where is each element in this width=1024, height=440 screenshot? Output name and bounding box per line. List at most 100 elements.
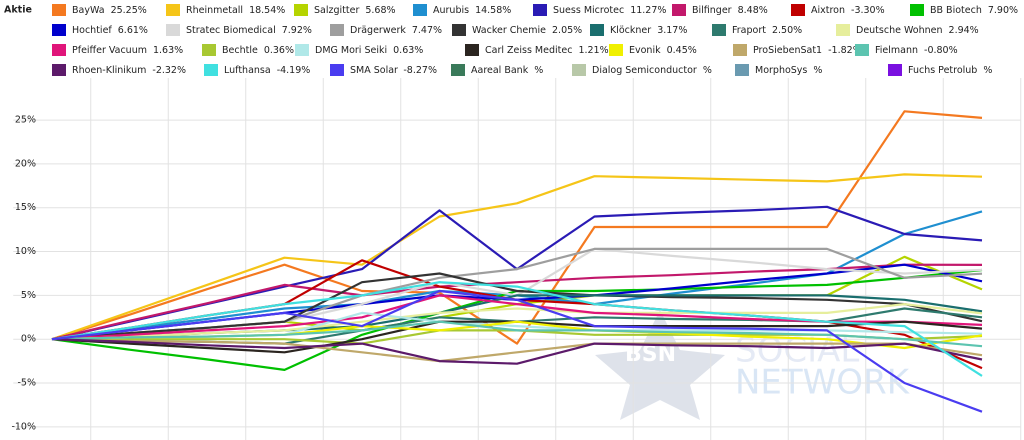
legend-name: Suess Microtec <box>553 5 624 16</box>
legend-name: Fuchs Petrolub <box>908 65 977 76</box>
legend-name: Lufthansa <box>224 65 271 76</box>
y-tick-label: 5% <box>21 290 36 301</box>
legend-value: -3.30% <box>851 5 885 16</box>
legend-value: -2.32% <box>152 65 186 76</box>
legend-name: Bilfinger <box>692 5 732 16</box>
series-line <box>51 320 983 348</box>
legend-swatch <box>735 64 749 76</box>
legend-value: % <box>813 65 822 76</box>
legend-name: MorphoSys <box>755 65 807 76</box>
legend-value: 14.58% <box>475 5 511 16</box>
legend-label: BB Biotech 7.90% <box>930 5 1018 16</box>
legend-value: -4.19% <box>277 65 311 76</box>
legend-name: Fielmann <box>875 45 918 56</box>
legend-value: 3.17% <box>657 25 687 36</box>
legend-value: 1.63% <box>153 45 183 56</box>
legend-label: Suess Microtec 11.27% <box>553 5 666 16</box>
legend-name: Rheinmetall <box>186 5 243 16</box>
series-line <box>51 272 983 341</box>
legend-value: 25.25% <box>111 5 147 16</box>
legend-swatch <box>202 44 216 56</box>
legend-name: BayWa <box>72 5 105 16</box>
legend-label: Carl Zeiss Meditec 1.21% <box>485 45 609 56</box>
legend-label: Wacker Chemie 2.05% <box>472 25 582 36</box>
legend-value: % <box>983 65 992 76</box>
legend-name: Wacker Chemie <box>472 25 546 36</box>
legend-swatch <box>465 44 479 56</box>
legend-label: Rheinmetall 18.54% <box>186 5 285 16</box>
legend-swatch <box>733 44 747 56</box>
legend-swatch <box>836 24 850 36</box>
legend-value: 0.63% <box>393 45 423 56</box>
legend-value: 6.61% <box>118 25 148 36</box>
series-line <box>51 281 983 377</box>
legend-label: Bechtle 0.36% <box>222 45 294 56</box>
legend-value: 1.21% <box>578 45 608 56</box>
legend-label: Evonik 0.45% <box>629 45 697 56</box>
legend-value: % <box>703 65 712 76</box>
legend-swatch <box>590 24 604 36</box>
legend-swatch <box>330 24 344 36</box>
legend-label: Aixtron -3.30% <box>811 5 885 16</box>
legend-label: Pfeiffer Vacuum 1.63% <box>72 45 183 56</box>
legend-name: DMG Mori Seiki <box>315 45 387 56</box>
series-line <box>51 110 983 345</box>
legend-swatch <box>295 44 309 56</box>
legend-label: Aareal Bank% <box>471 65 543 76</box>
legend-name: Aareal Bank <box>471 65 529 76</box>
legend-swatch <box>451 64 465 76</box>
legend-name: Hochtief <box>72 25 112 36</box>
y-tick-label: 10% <box>15 246 36 257</box>
watermark-text: NETWORK <box>735 363 911 403</box>
legend-value: 18.54% <box>249 5 285 16</box>
legend-label: Aurubis 14.58% <box>433 5 511 16</box>
legend-label: Deutsche Wohnen 2.94% <box>856 25 979 36</box>
legend-value: 0.36% <box>264 45 294 56</box>
legend-value: 7.47% <box>412 25 442 36</box>
legend-swatch <box>855 44 869 56</box>
legend-swatch <box>609 44 623 56</box>
legend-label: Salzgitter 5.68% <box>314 5 396 16</box>
legend-name: ProSiebenSat1 <box>753 45 822 56</box>
legend-value: 5.68% <box>365 5 395 16</box>
legend-swatch <box>166 4 180 16</box>
legend-name: Aixtron <box>811 5 845 16</box>
legend-label: Dialog Semiconductor% <box>592 65 712 76</box>
legend-value: 2.05% <box>552 25 582 36</box>
legend-value: 11.27% <box>630 5 666 16</box>
legend-value: 8.48% <box>738 5 768 16</box>
series-line <box>51 173 983 341</box>
legend-name: BB Biotech <box>930 5 982 16</box>
series-line <box>51 338 983 363</box>
legend-swatch <box>52 4 66 16</box>
legend-name: Pfeiffer Vacuum <box>72 45 147 56</box>
legend-label: Fielmann -0.80% <box>875 45 958 56</box>
series-line <box>51 303 983 341</box>
legend-name: Klöckner <box>610 25 651 36</box>
legend-value: -1.82% <box>828 45 862 56</box>
legend-swatch <box>330 64 344 76</box>
legend-name: Carl Zeiss Meditec <box>485 45 572 56</box>
legend-name: Deutsche Wohnen <box>856 25 943 36</box>
legend-swatch <box>533 4 547 16</box>
series-line <box>51 289 983 413</box>
legend-title: Aktie <box>4 5 32 16</box>
legend-value: 2.50% <box>772 25 802 36</box>
legend-label: DMG Mori Seiki 0.63% <box>315 45 423 56</box>
y-tick-label: 25% <box>15 115 36 126</box>
legend-name: Salzgitter <box>314 5 359 16</box>
legend-swatch <box>452 24 466 36</box>
legend-value: 7.92% <box>282 25 312 36</box>
y-tick-label: 0% <box>21 334 36 345</box>
legend-name: Dialog Semiconductor <box>592 65 697 76</box>
legend-name: Rhoen-Klinikum <box>72 65 146 76</box>
legend-value: -8.27% <box>403 65 437 76</box>
legend-label: Hochtief 6.61% <box>72 25 148 36</box>
legend-label: Bilfinger 8.48% <box>692 5 768 16</box>
legend-swatch <box>910 4 924 16</box>
y-tick-label: -10% <box>11 421 36 432</box>
legend-name: Evonik <box>629 45 661 56</box>
y-tick-label: -5% <box>18 378 37 389</box>
legend-swatch <box>52 64 66 76</box>
